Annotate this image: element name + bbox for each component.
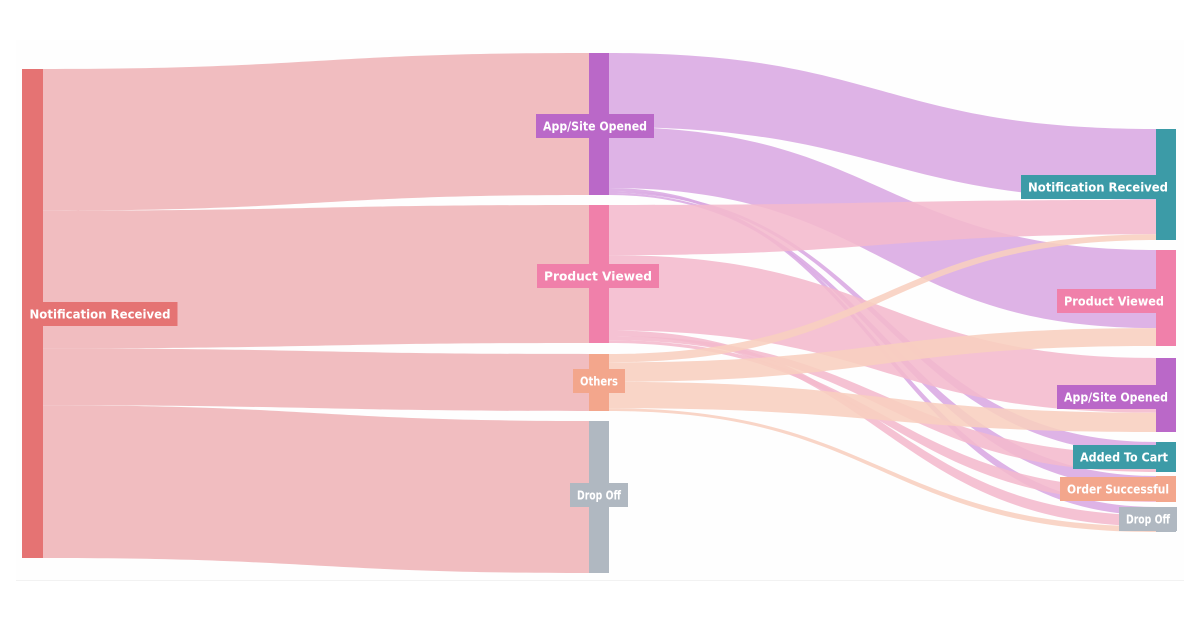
node-label-box-n7 <box>1057 385 1175 409</box>
flow-link-n2-n5[interactable] <box>609 199 1156 256</box>
flow-link-n0-n2[interactable] <box>43 205 589 349</box>
flow-link-n2-n7[interactable] <box>609 255 1156 413</box>
node-label-box-n0 <box>22 302 178 326</box>
flow-link-n2-n9[interactable] <box>609 340 1156 502</box>
flow-link-n3-n5[interactable] <box>609 234 1156 363</box>
node-label-box-n8 <box>1073 445 1175 469</box>
flow-link-n1-n5[interactable] <box>609 53 1156 200</box>
node-label-box-n4 <box>570 483 628 507</box>
node-label-n9: Order Successful <box>1067 482 1169 497</box>
node-label-box-n2 <box>537 264 659 288</box>
node-label-n8: Added To Cart <box>1080 450 1168 465</box>
node-label-box-n9 <box>1060 477 1176 501</box>
labels-layer: Notification Received App/Site Opened Prod… <box>22 114 1177 531</box>
node-label-box-n3 <box>573 369 625 393</box>
flow-link-n2-n10[interactable] <box>609 330 1156 527</box>
node-label-n1: App/Site Opened <box>543 119 647 134</box>
node-label-n7: App/Site Opened <box>1064 390 1168 405</box>
flow-link-n3-n10[interactable] <box>609 408 1156 532</box>
flow-link-n0-n3[interactable] <box>43 348 589 411</box>
flow-link-n3-n6[interactable] <box>609 328 1156 382</box>
node-label-n0: Notification Received <box>30 307 171 322</box>
flow-link-n3-n7[interactable] <box>609 381 1156 432</box>
node-label-box-n1 <box>536 114 654 138</box>
node-label-box-n6 <box>1057 289 1171 313</box>
flow-link-n0-n1[interactable] <box>43 53 589 211</box>
node-label-n4: Drop Off <box>577 488 622 503</box>
node-label-n5: Notification Received <box>1028 180 1168 195</box>
node-label-box-n10 <box>1119 507 1177 531</box>
node-label-n6: Product Viewed <box>1064 294 1164 309</box>
flow-link-n0-n4[interactable] <box>43 405 589 573</box>
node-label-n3: Others <box>580 374 618 389</box>
links-layer <box>43 53 1156 573</box>
node-label-box-n5 <box>1021 175 1175 199</box>
node-label-n2: Product Viewed <box>544 269 652 284</box>
node-label-n10: Drop Off <box>1126 512 1171 527</box>
